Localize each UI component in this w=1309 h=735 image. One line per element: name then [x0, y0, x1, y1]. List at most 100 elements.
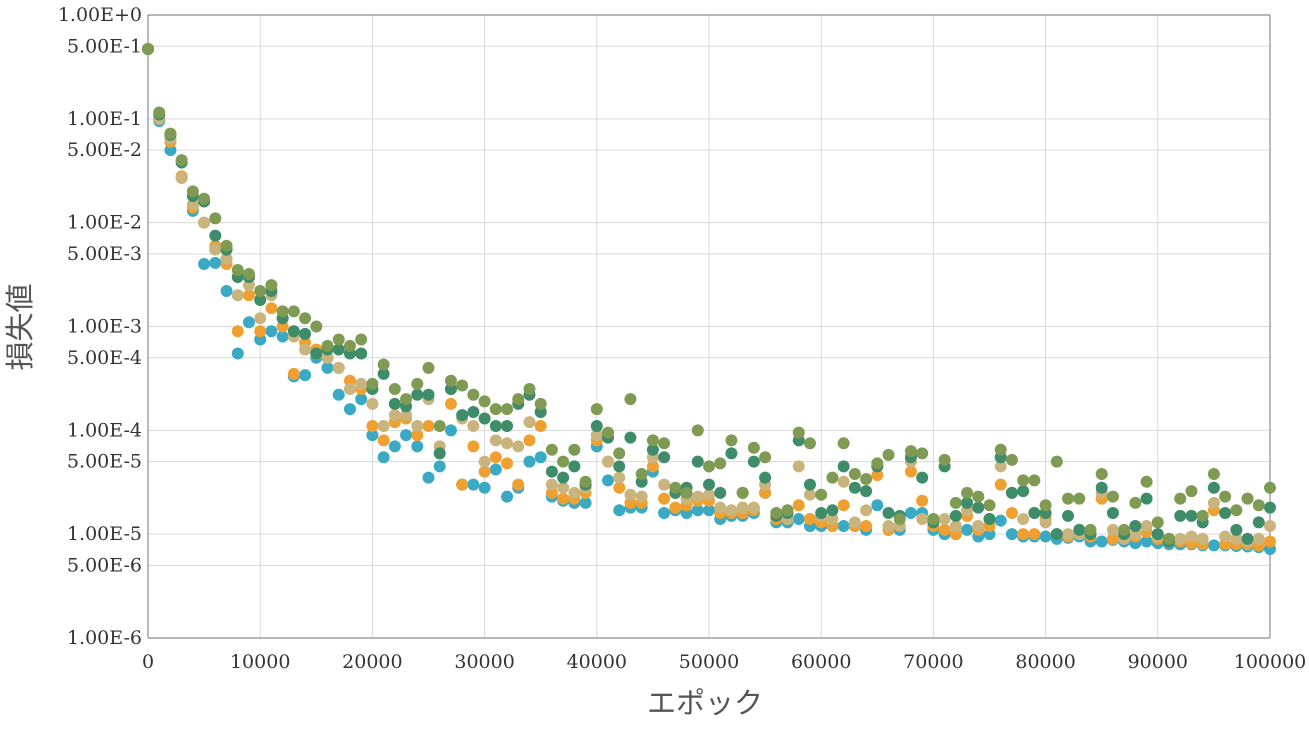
data-point: [714, 486, 727, 499]
data-point: [590, 403, 603, 416]
data-point: [983, 499, 996, 512]
data-point: [736, 501, 749, 514]
data-point: [198, 192, 211, 205]
data-point: [366, 429, 379, 442]
y-tick-label: 5.00E-5: [67, 451, 142, 473]
data-point: [545, 465, 558, 478]
data-point: [478, 455, 491, 468]
series-5: [142, 43, 1276, 545]
data-point: [276, 320, 289, 333]
data-point: [388, 409, 401, 422]
data-point: [994, 478, 1007, 491]
data-point: [1207, 467, 1220, 480]
data-point: [411, 420, 424, 433]
data-point: [568, 486, 581, 499]
data-point: [343, 403, 356, 416]
data-point: [613, 447, 626, 460]
data-point: [646, 443, 659, 456]
data-point: [669, 481, 682, 494]
data-point: [444, 397, 457, 410]
data-point: [646, 434, 659, 447]
data-point: [590, 429, 603, 442]
data-point: [624, 496, 637, 509]
data-point: [848, 481, 861, 494]
data-point: [355, 333, 368, 346]
data-point: [1017, 512, 1030, 525]
data-point: [343, 339, 356, 352]
data-point: [882, 448, 895, 461]
data-point: [1129, 496, 1142, 509]
data-point: [792, 426, 805, 439]
y-axis-tick-labels: 1.00E+0 5.00E-1 1.00E-1 5.00E-2 1.00E-2 5.00E…: [58, 4, 142, 649]
data-point: [815, 506, 828, 519]
data-point: [658, 478, 671, 491]
data-point: [1207, 496, 1220, 509]
data-point: [433, 447, 446, 460]
y-tick-label: 1.00E-3: [67, 316, 142, 338]
data-point: [1252, 499, 1265, 512]
data-point: [725, 504, 738, 517]
data-point: [725, 447, 738, 460]
data-point: [343, 374, 356, 387]
data-point: [624, 488, 637, 501]
data-point: [545, 443, 558, 456]
x-tick-label: 60000: [791, 651, 851, 673]
data-point: [1005, 506, 1018, 519]
data-point: [860, 485, 873, 498]
data-point: [220, 252, 233, 265]
data-point: [1241, 492, 1254, 505]
data-point: [792, 499, 805, 512]
data-point: [523, 383, 536, 396]
data-point: [1017, 474, 1030, 487]
data-point: [231, 347, 244, 360]
data-point: [837, 519, 850, 532]
data-point: [994, 443, 1007, 456]
data-point: [1028, 474, 1041, 487]
data-point: [860, 519, 873, 532]
data-point: [972, 501, 985, 514]
data-point: [904, 506, 917, 519]
data-point: [478, 465, 491, 478]
data-point: [1039, 516, 1052, 529]
y-tick-label: 5.00E-3: [67, 243, 142, 265]
data-point: [803, 478, 816, 491]
data-point: [1028, 506, 1041, 519]
data-point: [1264, 535, 1276, 548]
data-point: [220, 239, 233, 252]
x-axis-tick-labels: 0 10000 20000 30000 40000 50000 60000 70000 8000…: [142, 651, 1306, 673]
data-point: [837, 499, 850, 512]
data-point: [1252, 516, 1265, 529]
data-point: [1230, 504, 1243, 517]
data-point: [759, 471, 772, 484]
data-point: [1073, 492, 1086, 505]
data-point: [938, 523, 951, 536]
data-point: [1252, 532, 1265, 545]
data-point: [792, 460, 805, 473]
data-point: [725, 434, 738, 447]
data-point: [1140, 492, 1153, 505]
data-point: [1095, 535, 1108, 548]
data-point: [703, 504, 715, 517]
y-tick-label: 5.00E-2: [67, 139, 142, 161]
data-point: [1140, 475, 1153, 488]
data-point: [1219, 490, 1232, 503]
data-point: [961, 523, 974, 536]
data-point: [1017, 485, 1030, 498]
data-point: [1005, 453, 1018, 466]
data-point: [467, 420, 480, 433]
data-point: [242, 279, 255, 292]
data-point: [310, 347, 323, 360]
data-point: [366, 397, 379, 410]
data-point: [164, 127, 177, 140]
data-point: [400, 393, 413, 406]
data-point: [175, 154, 188, 167]
data-point: [1151, 516, 1164, 529]
data-point: [949, 528, 962, 541]
data-point: [242, 268, 255, 281]
data-point: [209, 243, 222, 256]
data-point: [377, 420, 390, 433]
data-point: [467, 478, 480, 491]
data-point: [658, 506, 671, 519]
data-point: [938, 512, 951, 525]
